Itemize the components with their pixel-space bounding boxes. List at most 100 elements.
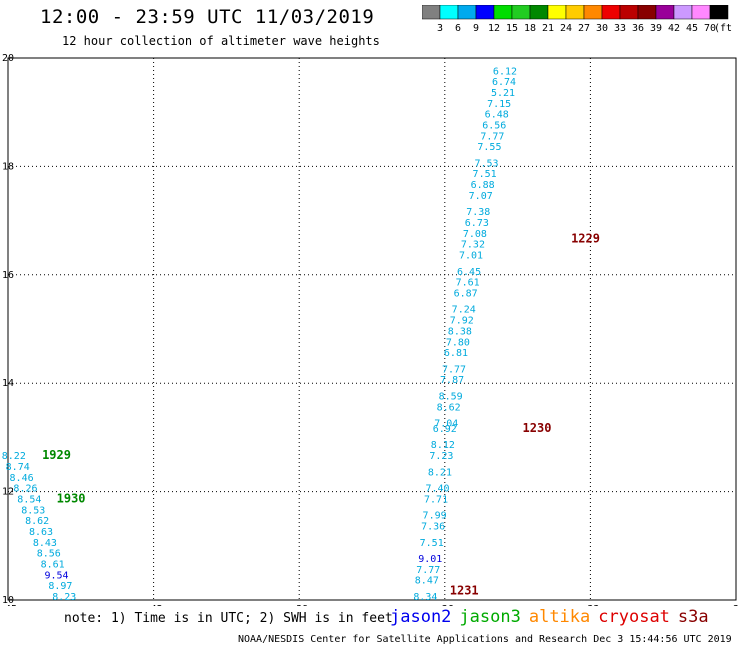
swh-value: 8.56 <box>37 549 61 560</box>
lon-tick-label: -33 <box>581 604 599 606</box>
colorbar-unit: (ft) <box>714 23 732 34</box>
lon-tick-label: -45 <box>0 604 17 606</box>
swh-value: 8.63 <box>29 527 53 538</box>
swh-value: 8.74 <box>6 462 30 473</box>
swh-value: 7.38 <box>466 207 490 218</box>
lat-tick-label: 18 <box>2 161 14 172</box>
swh-value: 8.34 <box>413 592 437 603</box>
lon-tick-label: -39 <box>290 604 308 606</box>
swh-value: 8.23 <box>52 592 76 603</box>
swh-value: 8.26 <box>13 484 37 495</box>
swh-value: 8.43 <box>33 538 57 549</box>
colorbar-tick-label: 9 <box>473 23 479 34</box>
swh-value: 6.87 <box>454 288 478 299</box>
satellite-legend: jason2 jason3 altika cryosat s3a <box>390 607 717 627</box>
time-label: 1230 <box>523 421 552 435</box>
map-frame <box>7 57 737 601</box>
swh-value: 8.12 <box>431 440 455 451</box>
swh-value: 7.51 <box>473 169 497 180</box>
swh-value: 7.53 <box>474 158 498 169</box>
colorbar-tick-label: 18 <box>524 23 536 34</box>
swh-value: 6.48 <box>485 110 509 121</box>
swh-value: 7.04 <box>434 419 458 430</box>
swh-value: 7.61 <box>456 278 480 289</box>
colorbar-tick-label: 33 <box>614 23 626 34</box>
colorbar-tick-label: 3 <box>437 23 443 34</box>
satellite-jason2-label: jason2 <box>390 607 452 627</box>
colorbar-tick-label: 45 <box>686 23 698 34</box>
lon-tick-label: -36 <box>436 604 454 606</box>
swh-value: 8.62 <box>437 402 461 413</box>
swh-value: 6.92 <box>433 424 457 435</box>
satellite-jason3-label: jason3 <box>459 607 521 627</box>
swh-value: 8.53 <box>21 505 45 516</box>
swh-value: 7.92 <box>450 316 474 327</box>
swh-value: 7.15 <box>487 99 511 110</box>
lat-tick-label: 14 <box>2 378 14 389</box>
lat-tick-label: 10 <box>2 595 14 606</box>
swh-value: 8.59 <box>439 391 463 402</box>
swh-value: 7.40 <box>425 484 449 495</box>
time-label: 1929 <box>42 448 71 462</box>
lat-tick-label: 16 <box>2 270 14 281</box>
lat-tick-label: 20 <box>2 53 14 64</box>
swh-value: 7.23 <box>429 451 453 462</box>
swh-value: 7.71 <box>424 494 448 505</box>
colorbar-tick-label: 15 <box>506 23 518 34</box>
lon-tick-label: -30 <box>727 604 740 606</box>
swh-value: 8.54 <box>17 494 41 505</box>
swh-value: 8.38 <box>448 326 472 337</box>
swh-value: 7.24 <box>452 305 476 316</box>
swh-value: 7.77 <box>416 565 440 576</box>
colorbar-tick-label: 27 <box>578 23 590 34</box>
colorbar-tick-label: 39 <box>650 23 662 34</box>
time-label: 1231 <box>450 584 479 598</box>
colorbar-swatch <box>709 5 729 20</box>
swh-value: 5.21 <box>491 88 515 99</box>
swh-value: 6.88 <box>471 180 495 191</box>
footer-credit: NOAA/NESDIS Center for Satellite Applica… <box>238 634 732 645</box>
swh-value: 6.56 <box>482 120 506 131</box>
colorbar-tick-label: 70 <box>704 23 716 34</box>
colorbar-tick-label: 12 <box>488 23 500 34</box>
satellite-cryosat-label: cryosat <box>598 607 670 627</box>
swh-value: 7.77 <box>442 364 466 375</box>
time-label: 1229 <box>571 231 600 245</box>
colorbar-tick-label: 42 <box>668 23 680 34</box>
swh-value: 8.97 <box>48 581 72 592</box>
swh-value: 8.22 <box>2 451 26 462</box>
swh-value: 7.51 <box>420 538 444 549</box>
wave-height-map: -45 -42 -39 -36 -33 -30 10 12 14 16 18 20 6.126.745.… <box>0 53 740 606</box>
swh-value: 8.61 <box>41 559 65 570</box>
swh-value: 7.32 <box>461 240 485 251</box>
colorbar-tick-label: 36 <box>632 23 644 34</box>
swh-value: 7.80 <box>446 337 470 348</box>
swh-value: 7.36 <box>421 522 445 533</box>
swh-value: 6.45 <box>457 267 481 278</box>
swh-value: 6.74 <box>492 77 516 88</box>
colorbar-tick-label: 6 <box>455 23 461 34</box>
swh-value: 7.87 <box>440 375 464 386</box>
swh-value: 7.07 <box>469 191 493 202</box>
satellite-s3a-label: s3a <box>677 607 709 627</box>
swh-value: 6.73 <box>465 218 489 229</box>
lon-tick-label: -42 <box>145 604 163 606</box>
chart-subtitle: 12 hour collection of altimeter wave hei… <box>62 34 380 48</box>
chart-title: 12:00 - 23:59 UTC 11/03/2019 <box>40 6 375 28</box>
swh-value: 8.46 <box>10 473 34 484</box>
swh-value: 8.62 <box>25 516 49 527</box>
swh-value: 7.99 <box>423 511 447 522</box>
time-label: 1930 <box>57 491 86 505</box>
swh-value: 7.55 <box>477 142 501 153</box>
footer-note: note: 1) Time is in UTC; 2) SWH is in fe… <box>64 611 393 626</box>
swh-value: 7.77 <box>480 131 504 142</box>
swh-value: 9.54 <box>44 570 68 581</box>
colorbar-tick-label: 21 <box>542 23 554 34</box>
colorbar-tick-label: 30 <box>596 23 608 34</box>
swh-value: 7.08 <box>463 229 487 240</box>
lat-tick-label: 12 <box>2 487 14 498</box>
colorbar-tick-label: 24 <box>560 23 572 34</box>
swh-value: 8.21 <box>428 467 452 478</box>
swh-value: 8.47 <box>415 576 439 587</box>
